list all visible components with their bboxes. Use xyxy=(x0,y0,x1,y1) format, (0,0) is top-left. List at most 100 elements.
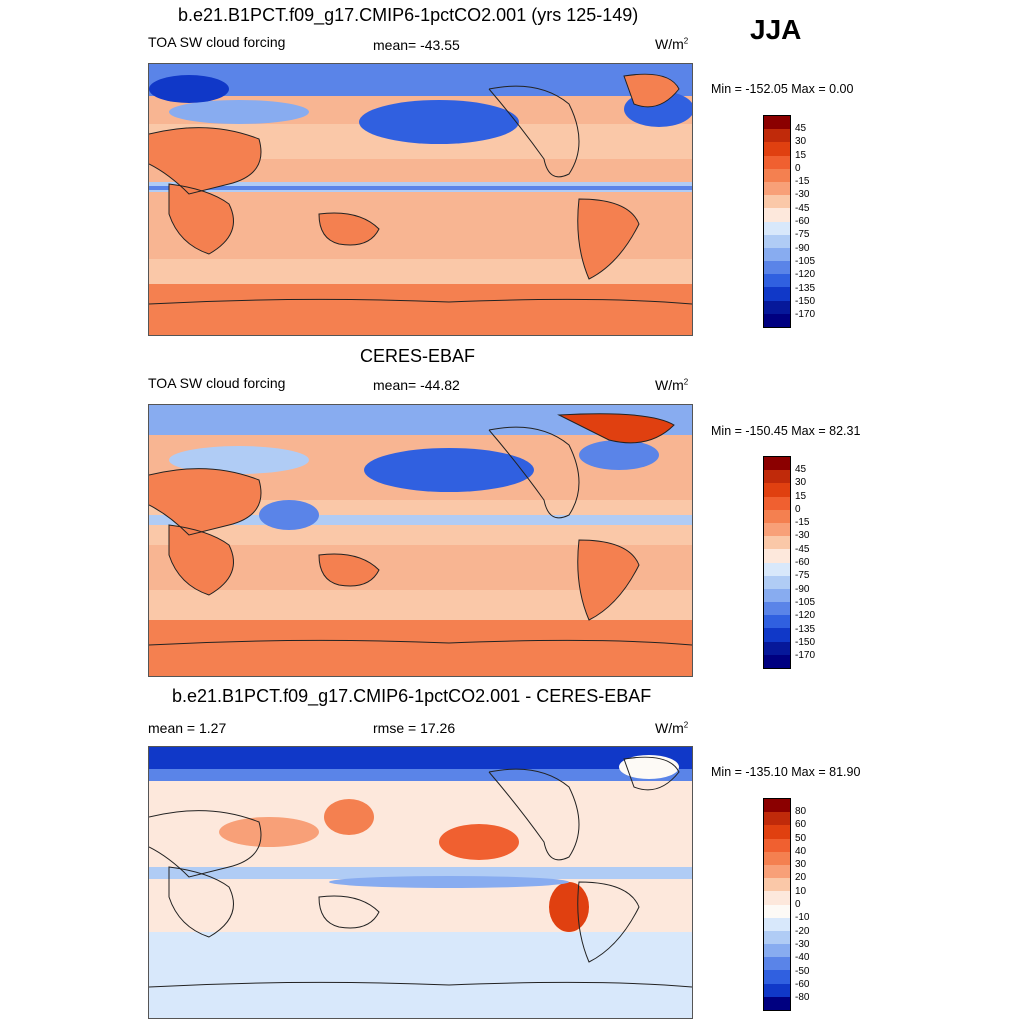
season-label: JJA xyxy=(750,14,802,45)
colorbar-tick-label: -170 xyxy=(795,309,816,321)
panel2-title: CERES-EBAF xyxy=(360,346,476,366)
colorbar-tick-label: 45 xyxy=(795,123,807,134)
colorbar-tick-label: -10 xyxy=(795,912,810,924)
colorbar-tick-label: 60 xyxy=(795,819,807,831)
panel1-minmax: Min = -152.05 Max = 0.00 xyxy=(711,82,854,96)
colorbar-swatch xyxy=(764,944,790,958)
colorbar-tick-label: -60 xyxy=(795,557,810,569)
panel3-mean-label: mean = 1.27 xyxy=(148,720,227,736)
colorbar-swatch xyxy=(764,628,790,642)
colorbar-tick-label: -75 xyxy=(795,229,810,241)
colorbar-tick-label: -135 xyxy=(795,623,816,635)
colorbar-swatch xyxy=(764,313,790,327)
colorbar-tick-label: -90 xyxy=(795,583,810,595)
colorbar-swatch xyxy=(764,983,790,997)
colorbar-swatch xyxy=(764,155,790,169)
panel3-map xyxy=(148,746,693,1019)
panel1-map xyxy=(148,63,693,336)
colorbar-tick-label: -135 xyxy=(795,282,816,294)
colorbar-swatch xyxy=(764,838,790,852)
panel3-minmax: Min = -135.10 Max = 81.90 xyxy=(711,765,861,779)
colorbar-swatch xyxy=(764,483,790,497)
colorbar-swatch xyxy=(764,970,790,984)
colorbar-tick-label: -50 xyxy=(795,965,810,977)
colorbar-swatch xyxy=(764,602,790,616)
colorbar-tick-label: -120 xyxy=(795,269,816,281)
colorbar-swatch xyxy=(764,812,790,826)
colorbar-swatch xyxy=(764,957,790,971)
colorbar-swatch xyxy=(764,274,790,288)
colorbar-tick-label: -60 xyxy=(795,978,810,990)
colorbar-swatch xyxy=(764,878,790,892)
colorbar-tick-label: 50 xyxy=(795,832,807,844)
panel2-colorbar-labels: 45 30 15 0 -15 -30 -45 -60 -75 -90 -105 -120 -135 -15… xyxy=(795,463,815,662)
colorbar-swatch xyxy=(764,234,790,248)
panel2-units: W/m2 xyxy=(655,377,689,393)
colorbar-tick-label: -40 xyxy=(795,952,810,964)
colorbar-tick-label: -15 xyxy=(795,176,810,188)
panel2-map xyxy=(148,404,693,677)
panel1-units: W/m2 xyxy=(655,36,689,52)
colorbar-swatch xyxy=(764,522,790,537)
colorbar-tick-label: -30 xyxy=(795,530,810,542)
colorbar-swatch xyxy=(764,247,790,262)
colorbar-swatch xyxy=(764,470,790,484)
colorbar-swatch xyxy=(764,195,790,209)
colorbar-tick-label: 30 xyxy=(795,136,807,148)
colorbar-swatch xyxy=(764,496,790,510)
colorbar-swatch xyxy=(764,168,790,182)
colorbar-swatch xyxy=(764,536,790,550)
colorbar-tick-label: -45 xyxy=(795,543,810,555)
colorbar-swatch xyxy=(764,142,790,156)
colorbar-tick-label: -75 xyxy=(795,570,810,582)
colorbar-swatch xyxy=(764,208,790,222)
panel1-colorbar-boxes xyxy=(764,116,790,327)
colorbar-tick-label: -30 xyxy=(795,189,810,201)
colorbar-swatch xyxy=(764,825,790,839)
colorbar-tick-label: 0 xyxy=(795,503,801,515)
colorbar-tick-label: 15 xyxy=(795,149,807,161)
colorbar-swatch xyxy=(764,654,790,668)
colorbar-swatch xyxy=(764,116,790,130)
colorbar-swatch xyxy=(764,300,790,314)
colorbar-swatch xyxy=(764,287,790,301)
panel2-variable-label: TOA SW cloud forcing xyxy=(148,375,286,391)
colorbar-tick-label: 30 xyxy=(795,859,807,871)
colorbar-swatch xyxy=(764,575,790,589)
panel3-units: W/m2 xyxy=(655,720,689,736)
panel1-variable-label: TOA SW cloud forcing xyxy=(148,34,286,50)
colorbar-swatch xyxy=(764,549,790,563)
colorbar-swatch xyxy=(764,615,790,629)
colorbar-tick-label: 0 xyxy=(795,162,801,174)
colorbar-tick-label: 10 xyxy=(795,885,807,897)
colorbar-tick-label: 0 xyxy=(795,899,801,911)
colorbar-swatch xyxy=(764,917,790,931)
colorbar-swatch xyxy=(764,996,790,1010)
colorbar-swatch xyxy=(764,457,790,471)
colorbar-tick-label: 40 xyxy=(795,845,807,857)
colorbar-swatch xyxy=(764,891,790,905)
colorbar-tick-label: -150 xyxy=(795,295,816,307)
colorbar-swatch xyxy=(764,588,790,603)
colorbar-tick-label: -30 xyxy=(795,938,810,950)
colorbar-swatch xyxy=(764,641,790,655)
colorbar-tick-label: 20 xyxy=(795,872,807,884)
colorbar-swatch xyxy=(764,221,790,235)
colorbar-tick-label: 45 xyxy=(795,464,807,475)
colorbar-tick-label: 15 xyxy=(795,490,807,502)
colorbar-swatch xyxy=(764,562,790,576)
panel3-colorbar xyxy=(763,798,791,1011)
colorbar-swatch xyxy=(764,930,790,945)
colorbar-tick-label: -170 xyxy=(795,650,816,662)
colorbar-tick-label: -80 xyxy=(795,992,810,1004)
colorbar-tick-label: -60 xyxy=(795,216,810,228)
panel2-mean-label: mean= -44.82 xyxy=(373,377,460,393)
colorbar-tick-label: -45 xyxy=(795,202,810,214)
panel2-minmax: Min = -150.45 Max = 82.31 xyxy=(711,424,861,438)
colorbar-tick-label: 30 xyxy=(795,477,807,489)
colorbar-tick-label: -90 xyxy=(795,242,810,254)
panel1-title: b.e21.B1PCT.f09_g17.CMIP6-1pctCO2.001 (y… xyxy=(178,5,639,25)
panel1-colorbar-labels: 45 30 15 0 -15 -30 -45 -60 -75 -90 -105 -120 -135 -15… xyxy=(795,122,815,321)
colorbar-swatch xyxy=(764,129,790,143)
panel3-colorbar-boxes xyxy=(764,799,790,1010)
